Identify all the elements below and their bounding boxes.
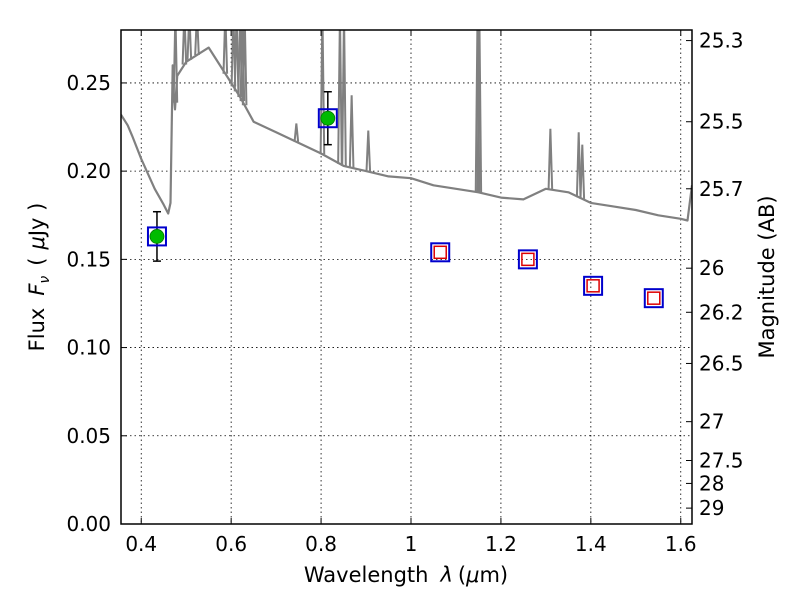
spectrum-emission-line — [172, 30, 179, 103]
y2-tick-label: 27.5 — [699, 448, 744, 472]
green-circle-marker — [320, 110, 336, 126]
x-tick-label: 1 — [405, 532, 418, 556]
blue-square-marker — [583, 275, 604, 296]
y-tick-label: 0.00 — [66, 512, 111, 536]
x-tick-label: 0.6 — [215, 532, 247, 556]
plot-frame — [120, 29, 693, 525]
red-square-marker — [586, 279, 600, 293]
spectrum-emission-line — [365, 130, 372, 172]
y2-tick-label: 26.5 — [699, 351, 744, 375]
y2-tick-label: 25.5 — [699, 110, 744, 134]
y-tick-label: 0.10 — [66, 336, 111, 360]
spectrum-emission-line — [233, 30, 240, 92]
spectrum-emission-line — [547, 128, 554, 190]
y2-tick-label: 29 — [699, 496, 724, 520]
y2-tick-label: 26.2 — [699, 300, 744, 324]
y2-tick-label: 25.7 — [699, 177, 744, 201]
y2-tick-label: 26 — [699, 256, 724, 280]
spectrum-emission-line — [241, 30, 248, 106]
y-tick-label: 0.15 — [66, 247, 111, 271]
spectrum-emission-line — [222, 30, 229, 74]
x-tick-label: 1.2 — [485, 532, 517, 556]
spectrum-emission-line — [181, 30, 188, 65]
y-tick-label: 0.05 — [66, 424, 111, 448]
spectrum-emission-line — [348, 95, 355, 168]
x-axis-ticks: 0.4 0.6 0.8 1 1.2 1.4 1.6 — [125, 30, 697, 556]
x-tick-label: 1.6 — [665, 532, 697, 556]
blue-square-marker — [430, 242, 451, 263]
y-tick-label: 0.20 — [66, 159, 111, 183]
y-tick-label: 0.25 — [66, 71, 111, 95]
red-square-marker — [433, 245, 447, 260]
spectrum-emission-line — [293, 123, 300, 142]
spectrum-continuum — [121, 46, 692, 222]
y2-tick-label: 28 — [699, 471, 724, 495]
template-spectrum — [121, 30, 692, 222]
y-axis-ticks: 0.00 0.05 0.10 0.15 0.20 0.25 — [66, 71, 127, 536]
green-circle-marker — [149, 229, 165, 244]
red-square-marker — [521, 252, 535, 267]
x-tick-label: 0.8 — [305, 532, 337, 556]
x-tick-label: 0.4 — [125, 532, 157, 556]
blue-square-marker — [643, 288, 664, 309]
spectrum-emission-line — [194, 30, 200, 56]
y2-tick-label: 25.3 — [699, 29, 744, 53]
spectrum-emission-line — [579, 144, 586, 199]
spectrum-emission-line — [575, 132, 582, 198]
spectrum-emission-line — [186, 30, 193, 60]
spectrum-emission-line — [319, 30, 326, 155]
y-axis-label: FluxFν(μJy ) — [25, 203, 53, 352]
red-square-marker — [647, 291, 661, 305]
blue-square-marker — [517, 249, 538, 270]
x-tick-label: 1.4 — [575, 532, 607, 556]
spectrum-emission-line — [337, 30, 343, 164]
x-axis-label: Wavelength λ (μm) — [304, 563, 508, 587]
blue-square-marker — [317, 108, 338, 129]
y2-axis-label: Magnitude (AB) — [755, 195, 779, 358]
y2-tick-label: 27 — [699, 410, 724, 434]
spectrum-emission-line — [341, 30, 347, 166]
blue-square-marker — [146, 226, 167, 247]
spectrum-emission-line — [476, 30, 483, 193]
photometry-markers — [146, 91, 664, 309]
